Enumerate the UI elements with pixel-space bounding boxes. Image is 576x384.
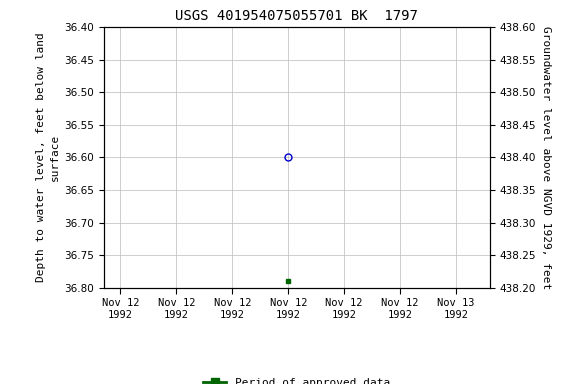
- Title: USGS 401954075055701 BK  1797: USGS 401954075055701 BK 1797: [175, 9, 418, 23]
- Y-axis label: Groundwater level above NGVD 1929, feet: Groundwater level above NGVD 1929, feet: [541, 26, 551, 289]
- Y-axis label: Depth to water level, feet below land
surface: Depth to water level, feet below land su…: [36, 33, 60, 282]
- Legend: Period of approved data: Period of approved data: [199, 373, 394, 384]
